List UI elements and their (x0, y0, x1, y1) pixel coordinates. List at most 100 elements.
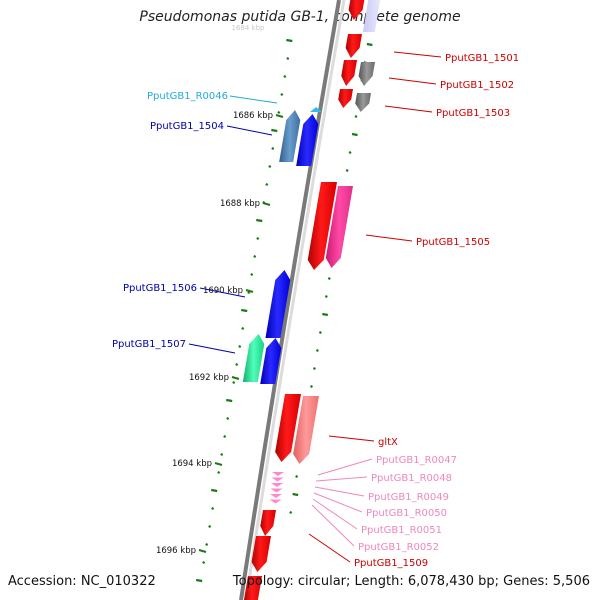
trna-feature[interactable] (270, 494, 282, 498)
accession-text: Accession: NC_010322 (8, 574, 156, 589)
callout-line (317, 458, 373, 476)
gene-PputGB1_1509[interactable] (251, 536, 271, 572)
callout-line (199, 287, 246, 298)
gene-label[interactable]: PputGB1_R0046 (147, 91, 228, 102)
gene-bottom-fragment[interactable] (243, 576, 262, 600)
axis-tick-outer (289, 511, 293, 514)
gene-PputGB1_1503[interactable] (355, 93, 371, 112)
axis-tick-inner (210, 488, 218, 493)
axis-tick-outer (354, 115, 358, 118)
gene-label[interactable]: PputGB1_1503 (436, 108, 510, 119)
gene-PputGB1_1507-green[interactable] (242, 334, 265, 382)
axis-tick-outer (318, 331, 322, 334)
trna-feature[interactable] (272, 472, 284, 476)
genome-backbone (239, 0, 341, 600)
gene-PputGB1_1502[interactable] (358, 62, 375, 86)
gene-label[interactable]: PputGB1_1502 (440, 80, 514, 91)
kbp-label: 1694 kbp (172, 459, 212, 469)
kbp-tick-mark (198, 549, 207, 553)
callout-line (388, 77, 437, 85)
genome-backbone-shadow (244, 0, 346, 600)
axis-tick-inner (238, 345, 242, 348)
axis-tick-inner (220, 453, 224, 456)
trna-feature[interactable] (271, 477, 284, 482)
gene-gltX[interactable] (293, 396, 319, 464)
callout-line (315, 476, 368, 482)
kbp-label: 1690 kbp (203, 286, 243, 296)
gene-label[interactable]: PputGB1_1505 (416, 237, 490, 248)
kbp-label-faint: 1684 kbp (232, 24, 266, 32)
axis-tick-inner (223, 435, 227, 438)
axis-tick-inner (195, 578, 203, 583)
gene-callouts: PputGB1_1501 PputGB1_1502 PputGB1_1503 Pput… (112, 51, 519, 569)
gene-PputGB1_1505-red[interactable] (307, 182, 337, 270)
callout-line (188, 343, 236, 354)
axis-tick-inner (202, 561, 206, 564)
axis-tick-inner (217, 471, 221, 474)
gene-PputGB1_1509-upper[interactable] (260, 510, 276, 536)
axis-tick-outer (366, 42, 373, 47)
axis-tick-outer (295, 475, 299, 478)
gene-label[interactable]: PputGB1_1509 (354, 558, 428, 569)
kbp-label: 1696 kbp (156, 546, 196, 556)
gene-PputGB1_1506[interactable] (265, 270, 291, 338)
axis-tick-outer (315, 349, 319, 352)
gene-PputGB1_1507[interactable] (260, 338, 282, 384)
gene-label[interactable]: PputGB1_R0052 (358, 542, 439, 553)
callout-line (384, 105, 433, 113)
gene-1500-fragment[interactable] (348, 0, 366, 20)
axis-tick-outer (322, 312, 329, 317)
axis-tick-outer (345, 169, 349, 172)
axis-tick-inner (277, 111, 281, 114)
gene-reverse-fragment[interactable] (362, 0, 381, 32)
gene-gltX-red[interactable] (275, 394, 301, 462)
kbp-tick-mark (275, 114, 284, 118)
axis-tick-outer (312, 367, 316, 370)
gene-PputGB1_1504-steel[interactable] (279, 110, 301, 162)
callout-line (393, 51, 442, 58)
kbp-tick-labels: 1686 kbp 1688 kbp 1690 kbp 1692 kbp 1694 kbp… (156, 24, 284, 556)
trna-feature[interactable] (270, 488, 283, 493)
axis-tick-outer (324, 295, 328, 298)
axis-tick-inner (256, 237, 260, 240)
callout-line (312, 498, 358, 530)
gene-label[interactable]: PputGB1_R0049 (368, 492, 449, 503)
axis-tick-inner (265, 183, 269, 186)
gene-label[interactable]: PputGB1_R0050 (366, 508, 447, 519)
gene-label[interactable]: PputGB1_R0051 (361, 525, 442, 536)
callout-line (365, 234, 413, 242)
gene-label[interactable]: PputGB1_1506 (123, 283, 197, 294)
axis-tick-inner (286, 38, 293, 43)
axis-tick-inner (241, 327, 245, 330)
axis-tick-inner (247, 291, 251, 294)
gene-label[interactable]: gltX (378, 437, 398, 448)
gene-PputGB1_1503-red[interactable] (338, 89, 353, 108)
axis-tick-outer (292, 492, 299, 497)
axis-tick-inner (250, 273, 254, 276)
axis-tick-inner (232, 381, 236, 384)
gene-label[interactable]: PputGB1_1504 (150, 121, 224, 132)
gene-PputGB1_1504[interactable] (296, 114, 319, 166)
axis-tick-inner (268, 165, 272, 168)
callout-line (328, 435, 375, 442)
trna-feature[interactable] (269, 499, 282, 504)
gene-label[interactable]: PputGB1_1501 (445, 53, 519, 64)
kbp-tick-mark (245, 289, 254, 293)
callout-line (313, 492, 363, 513)
gene-PputGB1_1502-red[interactable] (341, 60, 357, 86)
gene-label[interactable]: PputGB1_1507 (112, 339, 186, 350)
gene-label[interactable]: PputGB1_R0047 (376, 455, 457, 466)
axis-tick-inner (226, 398, 233, 403)
gene-PputGB1_1505[interactable] (325, 186, 353, 268)
kbp-label: 1692 kbp (189, 373, 229, 383)
callout-line (308, 533, 351, 563)
axis-tick-inner (256, 218, 263, 223)
gene-PputGB1_1501[interactable] (345, 34, 362, 58)
axis-tick-inner (235, 363, 239, 366)
gene-PputGB1_R0046[interactable] (310, 107, 322, 112)
axis-tick-inner (283, 75, 287, 78)
trna-feature[interactable] (271, 483, 283, 487)
gene-label[interactable]: PputGB1_R0048 (371, 473, 452, 484)
